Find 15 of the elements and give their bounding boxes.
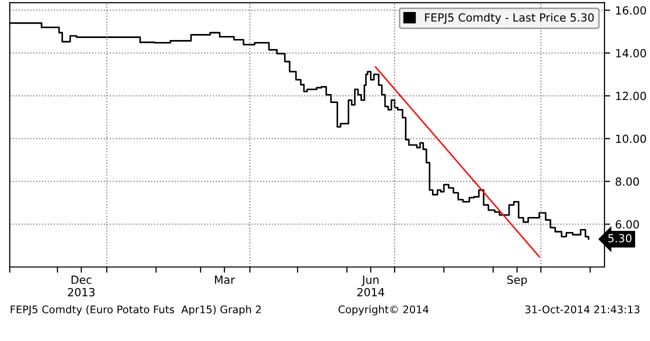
- y-tick-label: 10.00: [616, 134, 646, 143]
- x-tick-label: Dec 2013: [68, 276, 95, 296]
- text: 31-Oct-2014 21:43:13: [525, 305, 640, 314]
- y-tick-label: 12.00: [616, 92, 646, 100]
- y-tick-label: 6.00: [616, 220, 639, 229]
- y-tick-label: 16.00: [616, 6, 646, 15]
- text: Copyright© 2014: [338, 305, 428, 316]
- y-tick-label: 8.00: [616, 177, 639, 186]
- x-tick-label: Jun 2014: [357, 276, 384, 296]
- x-tick-label: Mar: [215, 276, 235, 284]
- text: FEPJ5 Comdty (Euro Potato Futs Apr15) Graph 2: [10, 305, 261, 316]
- y-tick-label: 14.00: [616, 48, 646, 58]
- x-tick-label: Sep: [507, 276, 527, 286]
- annotation: 5.30: [608, 234, 632, 242]
- legend-label: FEPJ5 Comdty - Last Price 5.30: [425, 13, 594, 24]
